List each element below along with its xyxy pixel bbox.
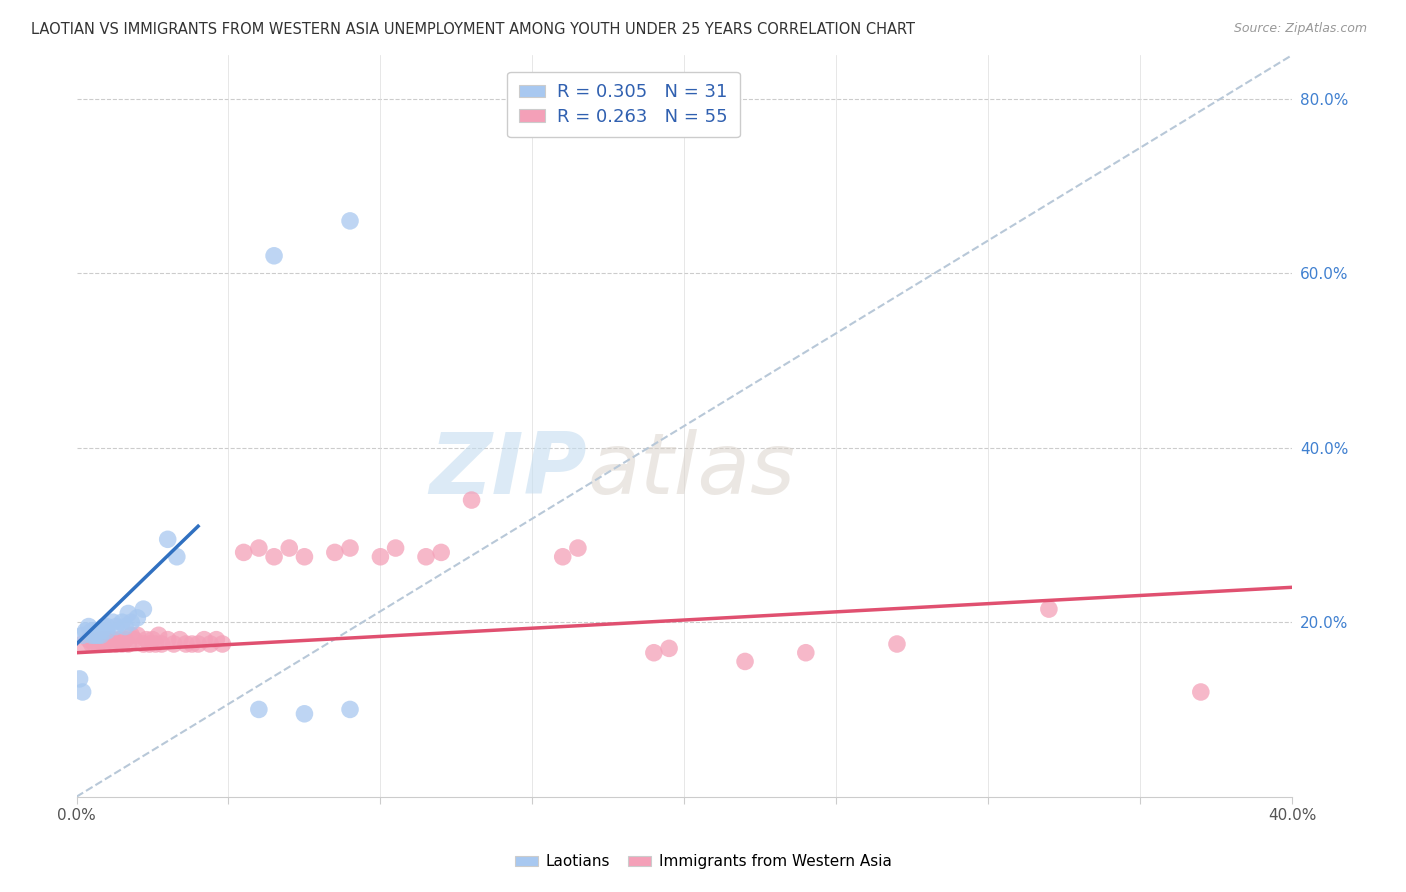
Point [111,615,134,630]
Point [278,541,301,555]
Point [101,632,124,647]
Point [87,628,110,642]
Point [145,637,167,651]
Point [132,637,155,651]
Point [138,637,160,651]
Point [232,545,254,559]
Point [339,702,361,716]
Text: atlas: atlas [588,429,794,512]
Point [643,646,665,660]
Point [247,541,270,555]
Point [734,655,756,669]
Point [98,637,121,651]
Point [83,637,105,651]
Point [105,637,128,651]
Point [294,549,316,564]
Point [384,541,406,555]
Point [77,619,100,633]
Point [120,628,142,642]
Text: ZIP: ZIP [429,429,588,512]
Point [181,637,204,651]
Point [1038,602,1060,616]
Point [117,607,139,621]
Point [205,632,228,647]
Point [117,637,139,651]
Point [111,637,134,651]
Point [339,214,361,228]
Point [294,706,316,721]
Point [83,624,105,638]
Point [75,624,97,638]
Point [80,624,103,638]
Legend: R = 0.305   N = 31, R = 0.263   N = 55: R = 0.305 N = 31, R = 0.263 N = 55 [508,71,740,137]
Point [163,637,186,651]
Point [93,637,115,651]
Point [174,637,197,651]
Point [77,632,100,647]
Point [80,628,103,642]
Point [166,549,188,564]
Point [101,615,124,630]
Point [90,628,112,642]
Point [430,545,453,559]
Point [187,637,209,651]
Point [114,632,136,647]
Point [551,549,574,564]
Point [96,632,118,647]
Point [90,632,112,647]
Point [72,685,94,699]
Point [415,549,437,564]
Point [141,632,163,647]
Point [90,624,112,638]
Point [83,628,105,642]
Point [96,624,118,638]
Point [108,632,131,647]
Point [127,628,149,642]
Text: LAOTIAN VS IMMIGRANTS FROM WESTERN ASIA UNEMPLOYMENT AMONG YOUTH UNDER 25 YEARS : LAOTIAN VS IMMIGRANTS FROM WESTERN ASIA … [31,22,915,37]
Point [96,619,118,633]
Point [114,619,136,633]
Point [127,611,149,625]
Point [120,615,142,630]
Point [211,637,233,651]
Point [658,641,681,656]
Point [460,493,482,508]
Point [794,646,817,660]
Point [323,545,346,559]
Point [200,637,222,651]
Point [247,702,270,716]
Point [193,632,215,647]
Point [370,549,392,564]
Point [135,632,157,647]
Point [69,672,91,686]
Point [567,541,589,555]
Point [150,637,173,651]
Point [263,549,285,564]
Text: Source: ZipAtlas.com: Source: ZipAtlas.com [1233,22,1367,36]
Point [72,637,94,651]
Point [148,628,170,642]
Point [263,249,285,263]
Point [124,632,146,647]
Point [80,637,103,651]
Point [93,619,115,633]
Point [1189,685,1212,699]
Legend: Laotians, Immigrants from Western Asia: Laotians, Immigrants from Western Asia [509,848,897,875]
Point [886,637,908,651]
Point [72,628,94,642]
Point [87,624,110,638]
Point [156,632,179,647]
Point [105,619,128,633]
Point [339,541,361,555]
Point [132,602,155,616]
Point [156,533,179,547]
Point [169,632,191,647]
Point [87,637,110,651]
